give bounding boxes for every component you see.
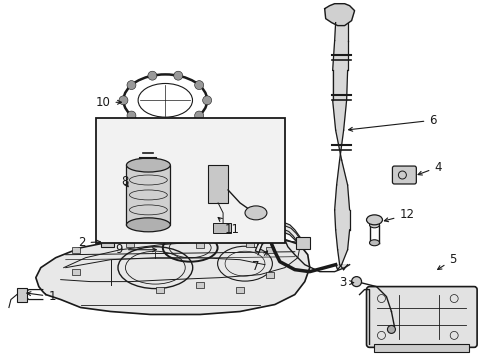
Polygon shape bbox=[333, 23, 349, 270]
Ellipse shape bbox=[369, 222, 379, 228]
Circle shape bbox=[352, 276, 362, 287]
Circle shape bbox=[119, 96, 128, 105]
Text: 6: 6 bbox=[348, 114, 437, 131]
Bar bbox=[246, 241, 254, 247]
Polygon shape bbox=[36, 233, 310, 315]
Circle shape bbox=[127, 81, 136, 90]
Text: 3: 3 bbox=[340, 276, 354, 289]
Circle shape bbox=[195, 81, 204, 90]
Ellipse shape bbox=[126, 158, 171, 172]
Text: 9: 9 bbox=[116, 243, 156, 256]
Circle shape bbox=[127, 111, 136, 120]
Bar bbox=[266, 272, 274, 278]
Bar bbox=[100, 238, 114, 247]
Text: 7: 7 bbox=[252, 251, 268, 273]
Bar bbox=[72, 269, 80, 275]
Text: 12: 12 bbox=[384, 208, 415, 222]
Polygon shape bbox=[325, 4, 355, 26]
Bar bbox=[266, 247, 274, 253]
Circle shape bbox=[388, 325, 395, 333]
Circle shape bbox=[174, 121, 183, 130]
Circle shape bbox=[203, 96, 212, 105]
Ellipse shape bbox=[245, 206, 267, 220]
Bar bbox=[126, 165, 171, 225]
Ellipse shape bbox=[126, 218, 171, 232]
Text: 4: 4 bbox=[418, 161, 442, 175]
Bar bbox=[236, 287, 244, 293]
Ellipse shape bbox=[367, 215, 383, 225]
Bar bbox=[96, 118, 285, 243]
Bar bbox=[156, 287, 164, 293]
FancyBboxPatch shape bbox=[392, 166, 416, 184]
Text: 8: 8 bbox=[121, 175, 128, 189]
FancyBboxPatch shape bbox=[367, 287, 477, 347]
Circle shape bbox=[148, 71, 157, 80]
Text: 2: 2 bbox=[78, 236, 100, 249]
Circle shape bbox=[195, 111, 204, 120]
Bar bbox=[208, 165, 228, 203]
Bar bbox=[196, 282, 204, 288]
Bar bbox=[296, 237, 310, 249]
Bar bbox=[196, 242, 204, 248]
Bar bbox=[213, 223, 231, 233]
Bar bbox=[17, 288, 27, 302]
Circle shape bbox=[148, 121, 157, 130]
Text: 5: 5 bbox=[438, 253, 457, 270]
Ellipse shape bbox=[369, 240, 379, 246]
Text: 1: 1 bbox=[27, 290, 56, 303]
Circle shape bbox=[174, 71, 183, 80]
Text: 11: 11 bbox=[218, 217, 240, 236]
Bar bbox=[72, 247, 80, 253]
Text: 10: 10 bbox=[96, 96, 122, 109]
Bar bbox=[126, 241, 134, 247]
Bar bbox=[374, 345, 469, 352]
